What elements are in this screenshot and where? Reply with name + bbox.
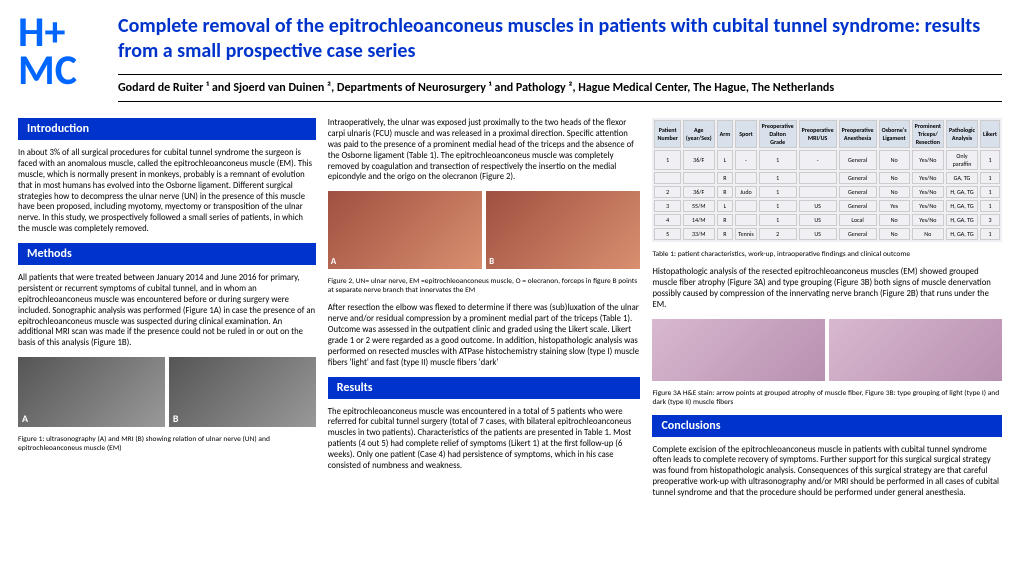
section-heading-methods: Methods bbox=[18, 243, 316, 265]
column-middle: Intraoperatively, the ulnar was exposed … bbox=[328, 118, 641, 499]
poster-title: Complete removal of the epitrochleoancon… bbox=[118, 14, 1002, 64]
figure-1b-mri: B bbox=[169, 357, 316, 427]
column-right: Patient NumberAge (year/Sex)ArmSportPreo… bbox=[652, 118, 1002, 499]
introduction-text: In about 3% of all surgical procedures f… bbox=[18, 148, 316, 235]
methods-text: All patients that were treated between J… bbox=[18, 273, 316, 349]
figure-3a-he-stain bbox=[652, 319, 825, 381]
post-resection-text: After resection the elbow was flexed to … bbox=[328, 303, 641, 368]
figure-1a-ultrasound: A bbox=[18, 357, 165, 427]
figure-2-caption: Figure 2, UN= ulnar nerve, EM =epitrochl… bbox=[328, 277, 641, 295]
poster-header: H+ MC Complete removal of the epitrochle… bbox=[0, 0, 1020, 110]
figure-1: A B bbox=[18, 357, 316, 427]
table-1-caption: Table 1: patient characteristics, work-u… bbox=[652, 250, 1002, 259]
figure-3-caption: Figure 3A H&E stain: arrow points at gro… bbox=[652, 389, 1002, 407]
authors-text: Godard de Ruiter ¹ and Sjoerd van Duinen… bbox=[118, 81, 1002, 95]
figure-1-caption: Figure 1: ultrasonography (A) and MRI (B… bbox=[18, 435, 316, 453]
histopath-text: Histopathologic analysis of the resected… bbox=[652, 267, 1002, 311]
authors-bar: Godard de Ruiter ¹ and Sjoerd van Duinen… bbox=[118, 74, 1002, 102]
section-heading-introduction: Introduction bbox=[18, 118, 316, 140]
conclusions-text: Complete excision of the epitrochleoanco… bbox=[652, 445, 1002, 499]
content-columns: Introduction In about 3% of all surgical… bbox=[0, 110, 1020, 511]
figure-2b-surgical: B bbox=[486, 191, 640, 269]
section-heading-conclusions: Conclusions bbox=[652, 415, 1002, 437]
table-1: Patient NumberAge (year/Sex)ArmSportPreo… bbox=[652, 118, 1002, 242]
results-text: The epitrochleoanconeus muscle was encou… bbox=[328, 407, 641, 472]
logo: H+ MC bbox=[18, 14, 100, 90]
intraop-text: Intraoperatively, the ulnar was exposed … bbox=[328, 118, 641, 183]
figure-2: A B bbox=[328, 191, 641, 269]
figure-3 bbox=[652, 319, 1002, 381]
figure-3b-type-grouping bbox=[829, 319, 1002, 381]
column-left: Introduction In about 3% of all surgical… bbox=[18, 118, 316, 499]
figure-2a-surgical: A bbox=[328, 191, 482, 269]
logo-bottom-text: MC bbox=[18, 52, 100, 90]
section-heading-results: Results bbox=[328, 377, 641, 399]
title-block: Complete removal of the epitrochleoancon… bbox=[118, 14, 1002, 102]
